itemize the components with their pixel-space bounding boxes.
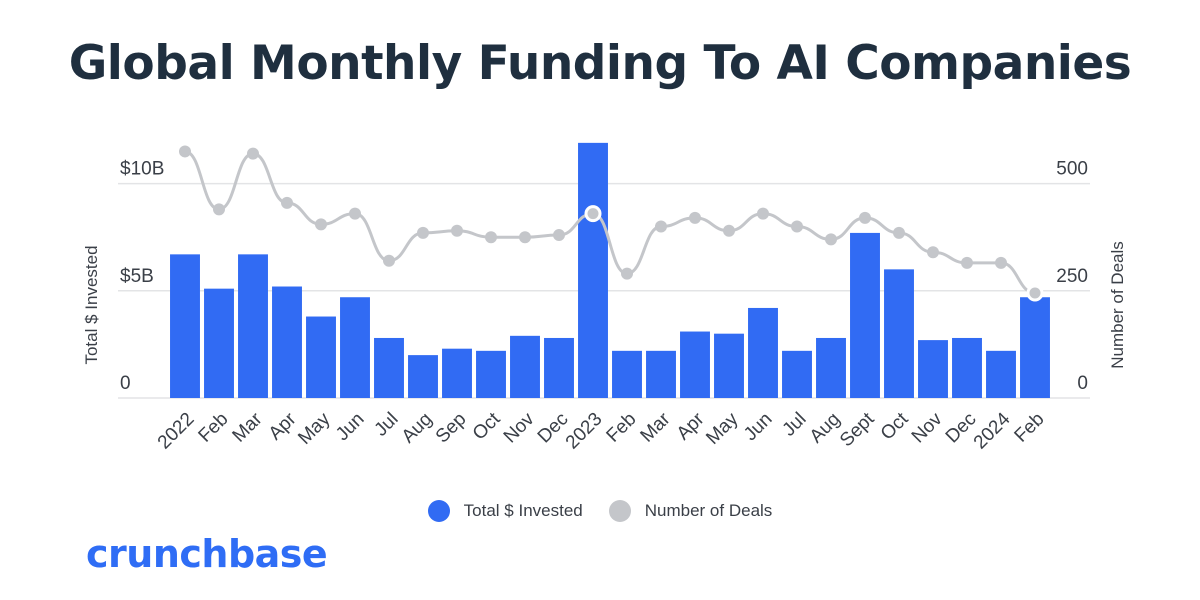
legend-label-invested: Total $ Invested [463, 501, 583, 520]
x-tick-10: Nov [500, 408, 539, 447]
x-tick-18: Jul [779, 409, 811, 441]
bar-9 [476, 350, 506, 398]
deals-point-10 [519, 231, 531, 244]
bar-23 [952, 337, 982, 398]
legend-item-deals[interactable]: Number of Deals [608, 500, 773, 522]
deals-point-23 [961, 256, 973, 269]
deals-point-20 [859, 211, 871, 224]
deals-point-19 [825, 233, 837, 246]
line-series [179, 145, 1044, 302]
x-tick-17: Jun [740, 409, 777, 446]
x-tick-12: 2023 [562, 409, 607, 454]
bar-12 [578, 142, 608, 398]
legend-swatch-deals [608, 500, 631, 522]
deals-point-12 [584, 205, 602, 223]
bar-0 [170, 254, 200, 398]
legend-item-invested[interactable]: Total $ Invested [427, 500, 583, 522]
x-tick-14: Mar [637, 408, 675, 446]
bar-15 [680, 331, 710, 398]
bar-5 [340, 297, 370, 398]
y-axis-left-label: Total $ Invested [82, 245, 101, 364]
bar-17 [748, 307, 778, 398]
x-tick-24: 2024 [970, 408, 1015, 453]
deals-point-6 [383, 254, 395, 267]
bar-3 [272, 286, 302, 398]
deals-point-7 [417, 226, 429, 239]
y-left-tick-1: $5B [120, 266, 154, 287]
bar-series [170, 142, 1050, 398]
x-tick-8: Sep [432, 409, 471, 448]
bar-4 [306, 316, 336, 398]
x-tick-22: Nov [908, 408, 947, 447]
deals-point-13 [621, 267, 633, 280]
deals-point-22 [927, 246, 939, 259]
y-left-tick-0: 0 [120, 373, 131, 394]
bar-8 [442, 348, 472, 398]
bar-16 [714, 333, 744, 398]
deals-point-9 [485, 231, 497, 244]
x-tick-19: Aug [806, 409, 845, 448]
bar-14 [646, 350, 676, 398]
x-tick-9: Oct [469, 408, 505, 444]
deals-point-14 [655, 220, 667, 233]
deals-point-16 [723, 224, 735, 237]
bar-22 [918, 340, 948, 398]
bar-25 [1020, 297, 1050, 398]
deals-point-8 [451, 224, 463, 237]
x-tick-4: May [294, 408, 335, 449]
x-tick-16: May [702, 408, 743, 449]
bar-11 [544, 337, 574, 398]
x-tick-1: Feb [195, 409, 233, 447]
x-tick-2: Mar [229, 408, 267, 446]
crunchbase-logo[interactable]: crunchbase [86, 532, 328, 576]
y-right-tick-0: 0 [1077, 373, 1088, 394]
bar-13 [612, 350, 642, 398]
bar-18 [782, 350, 812, 398]
chart-title: Global Monthly Funding To AI Companies [68, 36, 1132, 91]
legend-swatch-invested [427, 500, 450, 522]
x-tick-15: Apr [673, 408, 709, 444]
bar-7 [408, 355, 438, 398]
deals-point-15 [689, 211, 701, 224]
deals-point-11 [553, 229, 565, 242]
bar-2 [238, 254, 268, 398]
bar-19 [816, 337, 846, 398]
y-axis-right-label: Number of Deals [1108, 241, 1127, 369]
bar-24 [986, 350, 1016, 398]
deals-point-18 [791, 220, 803, 233]
bar-20 [850, 232, 880, 398]
deals-point-0 [179, 145, 191, 158]
bar-21 [884, 269, 914, 398]
y-left-tick-2: $10B [120, 159, 164, 180]
x-tick-3: Apr [265, 408, 301, 444]
x-tick-5: Jun [332, 409, 369, 446]
deals-point-2 [247, 147, 259, 160]
x-tick-13: Feb [603, 409, 641, 447]
y-right-tick-2: 500 [1056, 159, 1088, 180]
x-tick-25: Feb [1011, 409, 1049, 447]
deals-point-25 [1026, 284, 1044, 302]
deals-point-5 [349, 207, 361, 220]
legend: Total $ Invested Number of Deals [0, 500, 1200, 522]
deals-point-4 [315, 218, 327, 231]
x-tick-0: 2022 [154, 409, 199, 454]
x-tick-7: Aug [398, 409, 437, 448]
y-right-tick-1: 250 [1056, 266, 1088, 287]
deals-point-1 [213, 203, 225, 216]
deals-point-21 [893, 226, 905, 239]
bar-1 [204, 288, 234, 398]
bar-10 [510, 335, 540, 398]
legend-label-deals: Number of Deals [644, 501, 773, 520]
x-tick-6: Jul [371, 409, 403, 441]
deals-point-3 [281, 196, 293, 209]
deals-point-17 [757, 207, 769, 220]
x-tick-21: Oct [877, 408, 913, 444]
x-tick-20: Sept [836, 408, 879, 451]
bar-6 [374, 337, 404, 398]
deals-line [184, 149, 1036, 295]
deals-point-24 [995, 256, 1007, 269]
